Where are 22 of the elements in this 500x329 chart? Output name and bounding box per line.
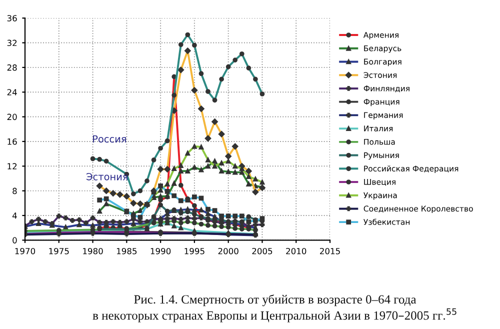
text: Рис. 1.4. Смертность от убийств в возрасте 0–64 года в некоторых странах Европы и Центральной Азии в 1970–2005 гг.$^{55}$: [92, 294, 456, 322]
x-tick-label: 1975: [49, 248, 69, 254]
x-tick-label: 2015: [320, 248, 340, 254]
x-tick-label: 1985: [116, 248, 137, 254]
y-tick-label: 36: [7, 15, 17, 22]
y-tick-label: 8: [12, 188, 17, 194]
y-tick-label: 12: [8, 163, 17, 170]
y-tick-label: 16: [8, 138, 17, 145]
y-tick-label: 4: [12, 212, 17, 219]
annotation: Россия: [93, 135, 126, 143]
x-tick-label: 1980: [83, 248, 103, 254]
x-tick-label: 2005: [252, 248, 272, 254]
y-tick-label: 24: [7, 89, 17, 96]
x-tick-label: 1990: [150, 248, 171, 254]
y-tick-label: 20: [7, 114, 17, 120]
y-tick-label: 28: [7, 64, 17, 71]
y-tick-label: 0: [12, 237, 17, 244]
y-tick-label: 32: [7, 40, 17, 46]
x-tick-label: 2010: [286, 248, 306, 254]
x-tick-label: 1995: [184, 248, 204, 254]
x-tick-label: 1970: [15, 248, 36, 254]
x-tick-label: 2000: [218, 248, 238, 254]
